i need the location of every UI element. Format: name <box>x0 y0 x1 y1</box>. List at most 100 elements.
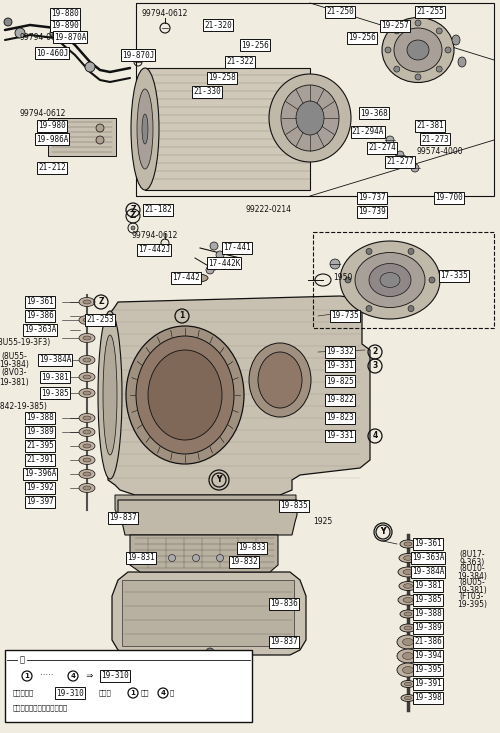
Text: 99574-4000: 99574-4000 <box>416 147 464 155</box>
Ellipse shape <box>83 430 91 434</box>
Circle shape <box>210 242 218 250</box>
Text: 99794-0612: 99794-0612 <box>132 232 178 240</box>
Circle shape <box>222 259 230 267</box>
Bar <box>122 580 294 646</box>
Text: 19-700: 19-700 <box>435 194 463 202</box>
Circle shape <box>445 47 451 53</box>
Circle shape <box>429 277 435 283</box>
Circle shape <box>386 136 394 144</box>
Ellipse shape <box>83 300 91 304</box>
Text: 19-398: 19-398 <box>414 693 442 702</box>
Text: 19-389: 19-389 <box>414 624 442 633</box>
Text: 19-880: 19-880 <box>51 10 79 18</box>
Text: 99794-0612: 99794-0612 <box>20 108 66 117</box>
Text: 19-381): 19-381) <box>0 377 29 386</box>
Circle shape <box>4 18 12 26</box>
Ellipse shape <box>452 35 460 45</box>
Text: ·····: ····· <box>35 671 58 680</box>
Circle shape <box>366 248 372 254</box>
Ellipse shape <box>355 252 425 308</box>
Text: (8U55-: (8U55- <box>1 352 27 361</box>
Text: 19-395: 19-395 <box>414 666 442 674</box>
Text: から: から <box>141 690 150 696</box>
Circle shape <box>385 47 391 53</box>
Circle shape <box>192 554 200 561</box>
Text: 19-890: 19-890 <box>51 21 79 31</box>
Text: 10-460J: 10-460J <box>36 48 68 57</box>
Ellipse shape <box>403 597 413 603</box>
Ellipse shape <box>404 626 412 630</box>
Circle shape <box>206 266 214 274</box>
Text: 19-836: 19-836 <box>270 600 298 608</box>
Circle shape <box>216 554 224 561</box>
Text: 19-831: 19-831 <box>127 553 155 562</box>
Text: 4: 4 <box>160 690 166 696</box>
Circle shape <box>330 259 340 269</box>
Ellipse shape <box>296 101 324 135</box>
Text: 3: 3 <box>372 361 378 370</box>
Text: 19-384A: 19-384A <box>412 567 444 576</box>
Text: (8U17-: (8U17- <box>459 550 485 559</box>
Ellipse shape <box>131 68 159 190</box>
Ellipse shape <box>400 624 416 632</box>
Ellipse shape <box>83 458 91 462</box>
Text: 19-822: 19-822 <box>326 396 354 405</box>
Text: 19-363A: 19-363A <box>24 325 56 334</box>
Text: 注: 注 <box>20 655 25 665</box>
Text: 21-274: 21-274 <box>368 144 396 152</box>
Ellipse shape <box>397 649 419 663</box>
Text: 19-256: 19-256 <box>348 34 376 43</box>
Text: 19-870A: 19-870A <box>54 32 86 42</box>
Ellipse shape <box>98 311 122 479</box>
Text: 21-391: 21-391 <box>26 455 54 465</box>
Text: Y: Y <box>380 528 386 537</box>
Ellipse shape <box>380 273 400 287</box>
Ellipse shape <box>281 85 339 151</box>
Text: 21-322: 21-322 <box>226 57 254 67</box>
Text: 19-832: 19-832 <box>230 558 258 567</box>
Text: 19-381: 19-381 <box>414 581 442 591</box>
Circle shape <box>144 554 152 561</box>
Ellipse shape <box>83 318 91 322</box>
Ellipse shape <box>382 18 454 83</box>
Ellipse shape <box>83 336 91 340</box>
Text: の: の <box>170 690 174 696</box>
Ellipse shape <box>79 427 95 436</box>
Bar <box>5 650 252 722</box>
Text: 19-368: 19-368 <box>360 108 388 117</box>
Ellipse shape <box>369 263 411 297</box>
Text: (FT03-: (FT03- <box>460 592 484 600</box>
Ellipse shape <box>399 553 417 562</box>
Text: 部品から構成されています。: 部品から構成されています。 <box>13 704 68 711</box>
Text: 21-182: 21-182 <box>144 205 172 215</box>
Text: 4: 4 <box>70 673 76 679</box>
Ellipse shape <box>79 298 95 306</box>
Ellipse shape <box>79 334 95 342</box>
Text: 19-395): 19-395) <box>457 600 487 608</box>
Text: 19-258: 19-258 <box>208 73 236 83</box>
Circle shape <box>394 66 400 72</box>
Text: 9-363): 9-363) <box>460 558 484 567</box>
Text: Z: Z <box>130 212 136 221</box>
Ellipse shape <box>126 326 244 464</box>
Text: 1: 1 <box>130 690 136 696</box>
Ellipse shape <box>83 358 91 362</box>
Text: 19-363A: 19-363A <box>412 553 444 562</box>
Ellipse shape <box>249 343 311 417</box>
Text: 19-739: 19-739 <box>358 207 386 216</box>
Ellipse shape <box>398 567 418 577</box>
Ellipse shape <box>148 350 222 440</box>
Text: (8U10-: (8U10- <box>459 564 485 572</box>
Ellipse shape <box>136 336 234 454</box>
Bar <box>145 68 310 190</box>
Ellipse shape <box>269 74 351 162</box>
Polygon shape <box>115 495 296 518</box>
Text: 19-384): 19-384) <box>0 361 29 369</box>
Text: 19-392: 19-392 <box>26 484 54 493</box>
Circle shape <box>168 554 175 561</box>
Ellipse shape <box>340 241 440 319</box>
Text: Y: Y <box>216 476 222 485</box>
Text: 19-397: 19-397 <box>26 498 54 507</box>
Text: 19-396A: 19-396A <box>24 470 56 479</box>
Ellipse shape <box>404 556 412 560</box>
